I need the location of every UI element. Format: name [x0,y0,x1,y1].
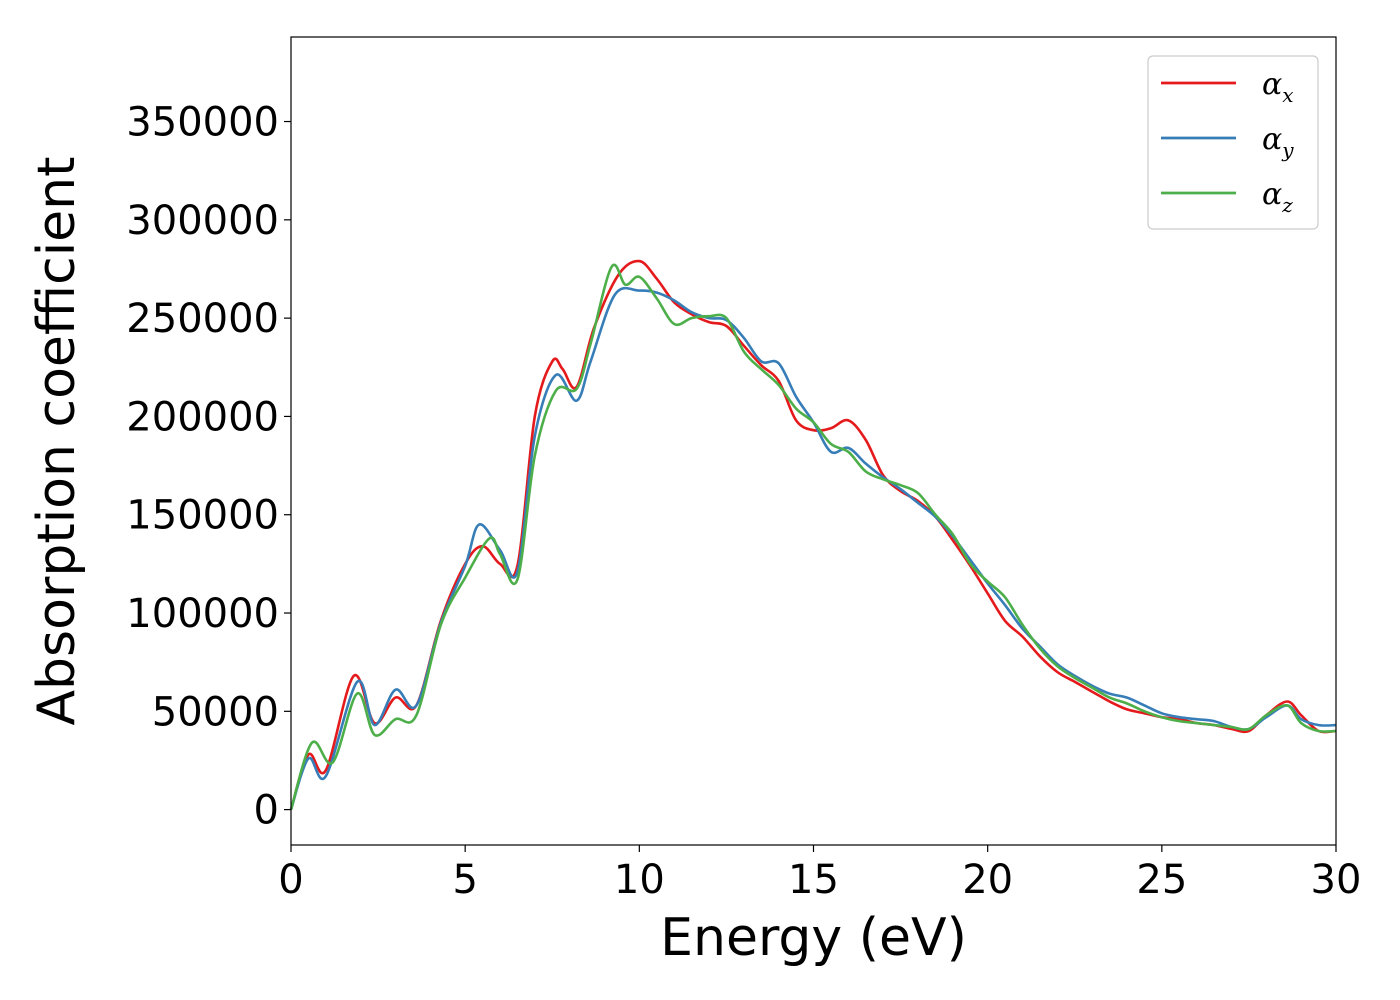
legend-label-y: αy [1262,122,1294,162]
legend-symbol: α [1262,122,1282,157]
series-line-z [289,263,1337,810]
y-axis: 0 50000 100000 150000 200000 250000 300000 3500… [126,100,291,834]
x-axis: 0 5 10 15 20 25 30 [278,845,1361,903]
x-tick-label: 0 [278,857,303,903]
x-axis-title: Energy (eV) [660,908,967,968]
legend-subscript: y [1281,138,1294,162]
legend-symbol: α [1262,177,1282,212]
y-axis-title: Absorption coefficient [27,156,87,725]
x-tick-label: 15 [788,857,839,903]
y-tick-label: 50000 [152,689,279,735]
y-tick-label: 0 [254,788,279,834]
series-line-y [289,286,1337,811]
legend-label-z: αz [1262,177,1293,217]
legend-subscript: z [1281,193,1293,217]
legend-symbol: α [1262,67,1282,102]
legend-box [1147,55,1319,230]
x-tick-label: 30 [1311,857,1362,903]
y-tick-label: 350000 [126,100,279,146]
x-tick-label: 20 [962,857,1013,903]
x-tick-label: 5 [452,857,477,903]
legend-label-x: αx [1262,67,1294,107]
y-tick-label: 100000 [126,591,279,637]
y-tick-label: 300000 [126,198,279,244]
y-tick-label: 200000 [126,394,279,440]
x-tick-label: 25 [1136,857,1187,903]
legend-subscript: x [1282,83,1293,107]
y-tick-label: 250000 [126,296,279,342]
series-lines [289,259,1337,811]
x-tick-label: 10 [614,857,665,903]
y-tick-label: 150000 [126,493,279,539]
